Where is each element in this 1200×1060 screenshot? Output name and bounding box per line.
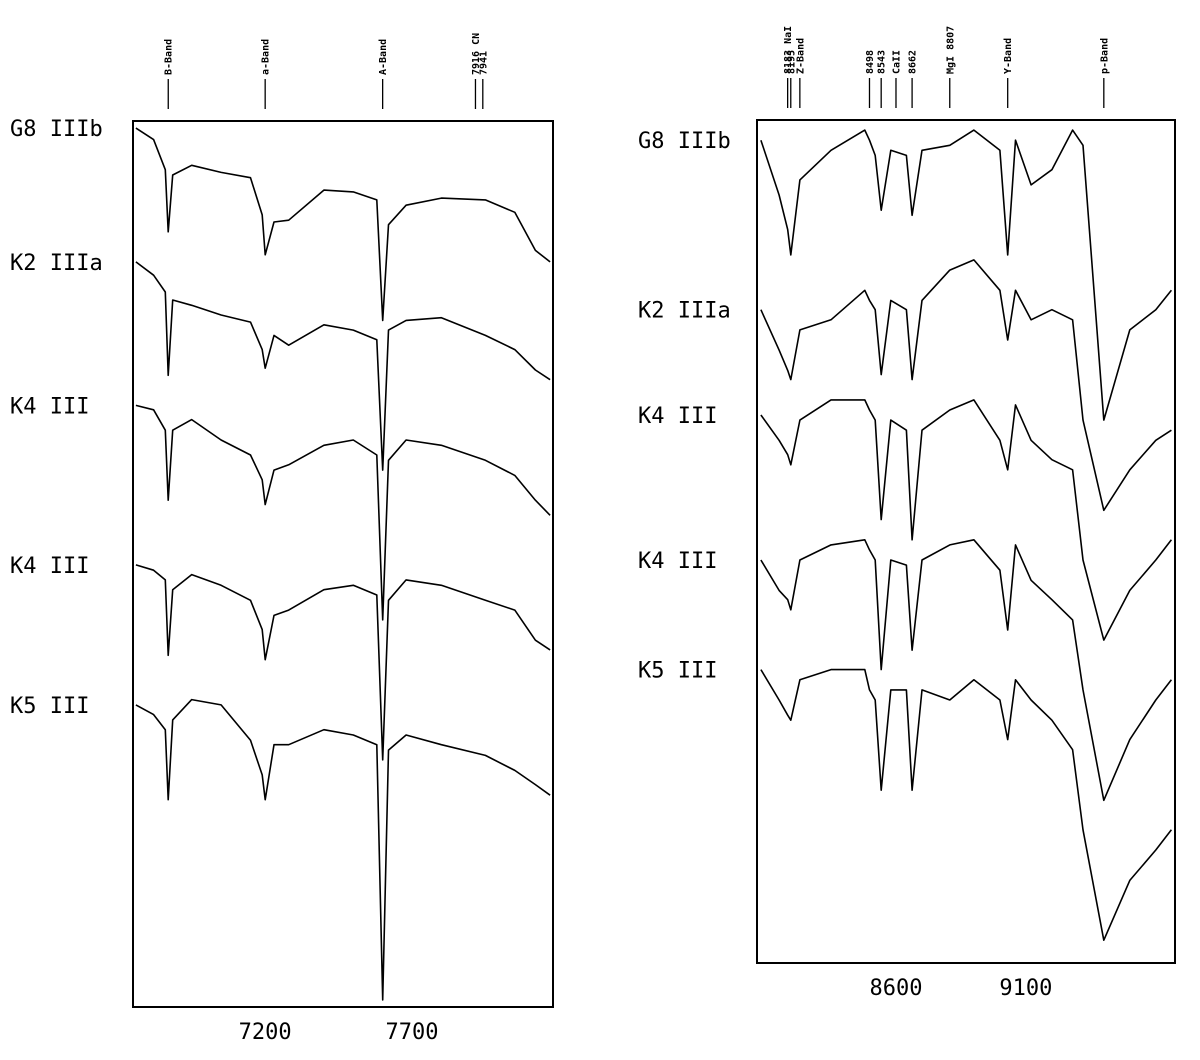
series-label: G8 IIIb	[638, 129, 731, 154]
series-label: K5 III	[10, 694, 89, 719]
annotation-label: 8183 NaI	[783, 26, 794, 74]
annotation-label: 7941	[478, 51, 489, 75]
x-tick-label: 7200	[239, 1020, 292, 1045]
annotation-label: A-Band	[378, 39, 389, 75]
annotation-label: 8543	[877, 50, 888, 74]
annotation-label: MgI 8807	[945, 26, 956, 74]
series-label: G8 IIIb	[10, 117, 103, 142]
annotation-label: a-Band	[261, 39, 272, 75]
annotation-label: B-Band	[164, 39, 175, 75]
x-tick-label: 9100	[999, 976, 1052, 1001]
spectrum-line	[135, 404, 551, 621]
series-label: K2 IIIa	[638, 299, 731, 324]
spectrum-line	[135, 698, 551, 1001]
annotation-label: Z-Band	[795, 38, 806, 74]
series-label: K4 III	[10, 394, 89, 419]
annotation-label: 8662	[908, 50, 919, 74]
x-tick-label: 8600	[869, 976, 922, 1001]
panel-frame	[132, 120, 554, 1008]
spectrum-line	[760, 668, 1173, 941]
series-label: K2 IIIa	[10, 251, 103, 276]
x-tick-label: 7700	[386, 1020, 439, 1045]
annotation-label: 8498	[865, 50, 876, 74]
series-label: K4 III	[638, 404, 717, 429]
annotation-label: 7916 CN	[471, 33, 482, 75]
series-label: K5 III	[638, 659, 717, 684]
spectrum-line	[760, 399, 1173, 641]
spectrum-line	[135, 261, 551, 471]
series-label: K4 III	[10, 554, 89, 579]
annotation-label: p-Band	[1099, 38, 1110, 74]
spectrum-line	[760, 129, 1173, 421]
annotation-label: Y-Band	[1003, 38, 1014, 74]
spectrum-line	[760, 539, 1173, 802]
annotation-label: 8195	[786, 50, 797, 74]
spectrum-line	[135, 564, 551, 761]
panel-frame	[756, 119, 1176, 964]
spectrum-line	[760, 259, 1172, 512]
annotation-label: CaII	[891, 50, 902, 74]
spectrum-line	[135, 127, 551, 322]
series-label: K4 III	[638, 549, 717, 574]
